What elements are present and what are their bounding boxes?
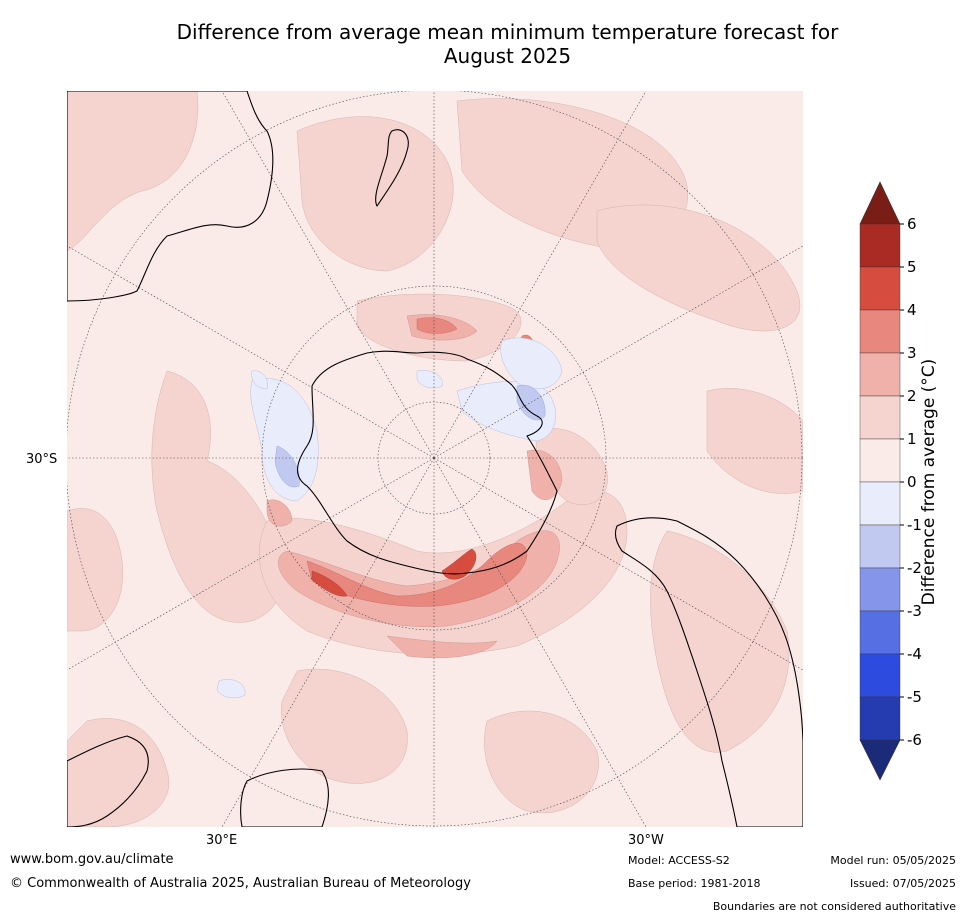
antarctica-coast	[297, 350, 558, 575]
colorbar-tick-label: -2	[907, 559, 922, 577]
colorbar-block	[859, 266, 901, 311]
lon-label-30w: 30°W	[628, 833, 664, 848]
colorbar-tick-label: -1	[907, 516, 922, 534]
colorbar-block	[859, 610, 901, 655]
colorbar-tick-label: -3	[907, 602, 922, 620]
colorbar-tick-label: 2	[907, 387, 917, 405]
colorbar-block	[859, 567, 901, 612]
colorbar-block	[859, 653, 901, 698]
colorbar-label: Difference from average (°C)	[919, 359, 939, 606]
africa-coast	[67, 735, 149, 827]
lon-label-30e: 30°E	[206, 833, 238, 848]
colorbar-tick-label: 6	[907, 215, 917, 233]
title-line-1: Difference from average mean minimum tem…	[176, 20, 839, 44]
coastlines	[67, 91, 803, 827]
colorbar-block	[859, 696, 901, 741]
anomaly-4-5	[311, 548, 477, 597]
title-line-2: August 2025	[443, 44, 572, 68]
anomaly-minus-2-minus-1	[274, 384, 546, 488]
page-title: Difference from average mean minimum tem…	[60, 20, 955, 68]
colorbar-blocks	[859, 181, 901, 781]
footer-issued: Issued: 07/05/2025	[849, 877, 956, 890]
colorbar-block	[859, 438, 901, 483]
colorbar-tick-label: -4	[907, 645, 922, 663]
colorbar-tick-label: -6	[907, 731, 922, 749]
new-zealand-coast	[375, 129, 409, 207]
madagascar-coast	[240, 768, 329, 827]
colorbar-tick-label: 0	[907, 473, 917, 491]
colorbar-tick-label: -5	[907, 688, 922, 706]
colorbar-block	[859, 481, 901, 526]
colorbar-tick-label: 3	[907, 344, 917, 362]
footer-boundaries: Boundaries are not considered authoritat…	[712, 900, 956, 913]
polar-map[interactable]	[67, 91, 803, 827]
colorbar-tick-label: 5	[907, 258, 917, 276]
colorbar-block	[859, 223, 901, 268]
lat-label-30s: 30°S	[26, 452, 58, 467]
colorbar-block	[859, 395, 901, 440]
anomaly-minus-1-0	[216, 337, 563, 699]
graticule	[67, 91, 803, 827]
colorbar-block	[859, 352, 901, 397]
australia-coast	[67, 91, 274, 302]
colorbar-tick-label: 4	[907, 301, 917, 319]
colorbar: 6 5 4 3 2 1 0 -1 -2 -3 -4 -5 -6 Difference from aver…	[859, 181, 939, 781]
footer-base-period: Base period: 1981-2018	[628, 877, 761, 890]
south-america-coast	[614, 517, 803, 827]
colorbar-block	[859, 309, 901, 354]
colorbar-extend-top	[859, 181, 901, 225]
colorbar-ticks: 6 5 4 3 2 1 0 -1 -2 -3 -4 -5 -6	[900, 215, 922, 749]
colorbar-extend-bottom	[859, 739, 901, 781]
footer-copyright: © Commonwealth of Australia 2025, Austra…	[10, 876, 471, 891]
footer-model: Model: ACCESS-S2	[628, 854, 730, 867]
colorbar-block	[859, 524, 901, 569]
footer-website[interactable]: www.bom.gov.au/climate	[10, 852, 174, 867]
colorbar-tick-label: 1	[907, 430, 917, 448]
footer-model-run: Model run: 05/05/2025	[830, 854, 956, 867]
